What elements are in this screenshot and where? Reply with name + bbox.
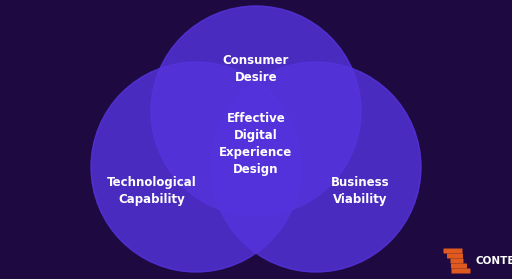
Text: Effective
Digital
Experience
Design: Effective Digital Experience Design <box>219 112 293 176</box>
FancyBboxPatch shape <box>447 254 463 259</box>
FancyBboxPatch shape <box>451 263 467 268</box>
Ellipse shape <box>211 62 421 272</box>
Text: Consumer
Desire: Consumer Desire <box>223 54 289 84</box>
FancyBboxPatch shape <box>452 268 471 273</box>
FancyBboxPatch shape <box>443 249 462 254</box>
Ellipse shape <box>151 6 361 216</box>
FancyBboxPatch shape <box>451 259 463 263</box>
Ellipse shape <box>91 62 301 272</box>
Text: CONTENTSTACK®: CONTENTSTACK® <box>476 256 512 266</box>
Text: Technological
Capability: Technological Capability <box>107 176 197 206</box>
Text: Business
Viability: Business Viability <box>331 176 389 206</box>
